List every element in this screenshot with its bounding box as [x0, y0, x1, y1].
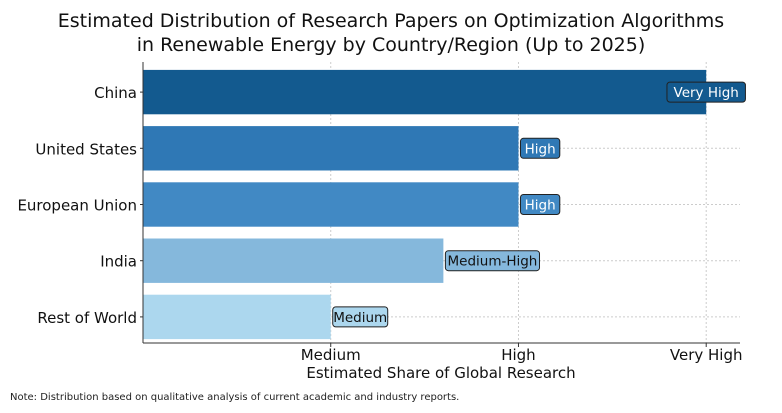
x-tick-label: High [501, 346, 535, 364]
chart-title-line-2: in Renewable Energy by Country/Region (U… [137, 34, 646, 56]
y-tick-label: China [94, 84, 137, 102]
y-tick-label: Rest of World [37, 309, 137, 327]
bar [143, 182, 519, 227]
x-tick-label: Very High [670, 346, 743, 364]
data-label-box [519, 137, 561, 159]
data-label-box [666, 81, 746, 103]
bar [143, 294, 331, 340]
data-label: High [525, 198, 556, 214]
bar [143, 69, 707, 115]
bar [143, 238, 444, 283]
data-label: Medium-High [447, 254, 537, 270]
chart-title-line-1: Estimated Distribution of Research Paper… [58, 10, 724, 32]
data-label: Very High [674, 85, 739, 101]
data-label-box [444, 250, 541, 272]
data-label: High [525, 141, 556, 157]
y-tick-label: European Union [17, 197, 137, 215]
x-axis-label: Estimated Share of Global Research [306, 364, 575, 382]
x-tick-label: Medium [301, 346, 361, 364]
y-tick-label: India [100, 253, 137, 271]
data-label-box [519, 194, 561, 215]
chart-note: Note: Distribution based on qualitative … [10, 392, 459, 403]
data-label: Medium [333, 310, 387, 326]
bar [143, 126, 519, 171]
y-tick-label: United States [35, 140, 137, 158]
data-label-box [332, 306, 389, 328]
